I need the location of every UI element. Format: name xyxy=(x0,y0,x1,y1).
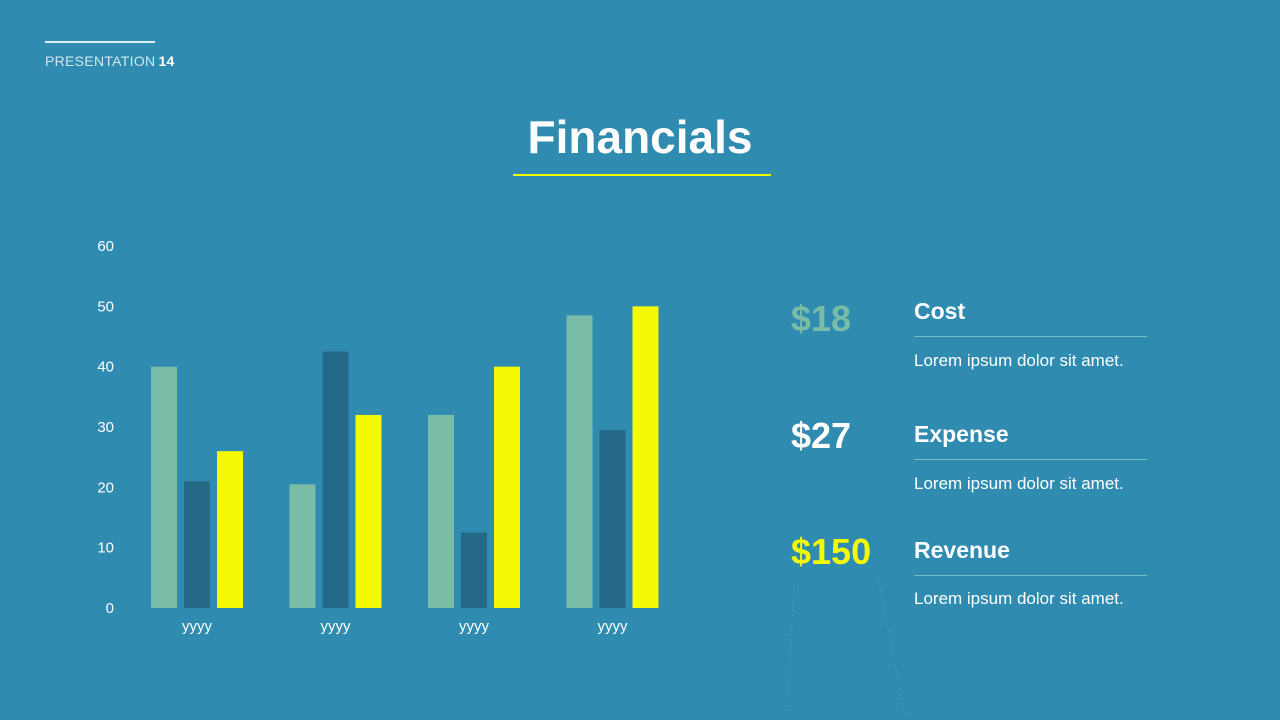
revenue-description: Lorem ipsum dolor sit amet. xyxy=(914,589,1124,608)
bar xyxy=(566,315,593,608)
bar xyxy=(632,306,659,608)
cost-description: Lorem ipsum dolor sit amet. xyxy=(914,351,1124,370)
expense-heading: Expense xyxy=(914,421,1009,447)
title-underline xyxy=(513,174,771,176)
bar xyxy=(322,351,349,608)
bar xyxy=(151,366,177,608)
bar xyxy=(184,481,210,608)
header-rule xyxy=(45,41,155,43)
revenue-heading: Revenue xyxy=(914,537,1010,563)
cost-heading: Cost xyxy=(914,298,966,324)
bar-chart: 0 10 20 30 40 50 60 yyyy yyyy yyyy yyyy xyxy=(97,238,659,635)
y-tick-label: 50 xyxy=(97,298,114,315)
expense-divider xyxy=(914,459,1147,460)
bar xyxy=(289,484,316,608)
revenue-divider xyxy=(914,575,1147,576)
x-tick-label: yyyy xyxy=(182,618,213,635)
x-tick-label: yyyy xyxy=(321,618,352,635)
y-tick-label: 0 xyxy=(106,600,114,617)
cost-divider xyxy=(914,336,1147,337)
x-tick-label: yyyy xyxy=(459,618,490,635)
y-tick-label: 60 xyxy=(97,238,114,255)
y-tick-label: 40 xyxy=(97,359,114,376)
cost-value: $18 xyxy=(791,298,852,339)
presentation-label: PRESENTATION 14 xyxy=(45,53,175,69)
revenue-value: $150 xyxy=(791,531,872,572)
bar xyxy=(461,532,487,608)
bar xyxy=(355,414,382,608)
bar xyxy=(599,430,626,608)
bar xyxy=(217,451,243,608)
expense-description: Lorem ipsum dolor sit amet. xyxy=(914,474,1124,493)
expense-value: $27 xyxy=(791,415,852,456)
y-tick-label: 30 xyxy=(97,419,114,436)
y-tick-label: 20 xyxy=(97,479,114,496)
bar xyxy=(428,414,454,608)
presentation-number: 14 xyxy=(158,53,175,69)
bar xyxy=(494,366,520,608)
x-tick-label: yyyy xyxy=(598,618,629,635)
y-tick-label: 10 xyxy=(97,540,114,557)
page-title: Financials xyxy=(527,111,753,163)
presentation-label-text: PRESENTATION xyxy=(45,53,156,69)
